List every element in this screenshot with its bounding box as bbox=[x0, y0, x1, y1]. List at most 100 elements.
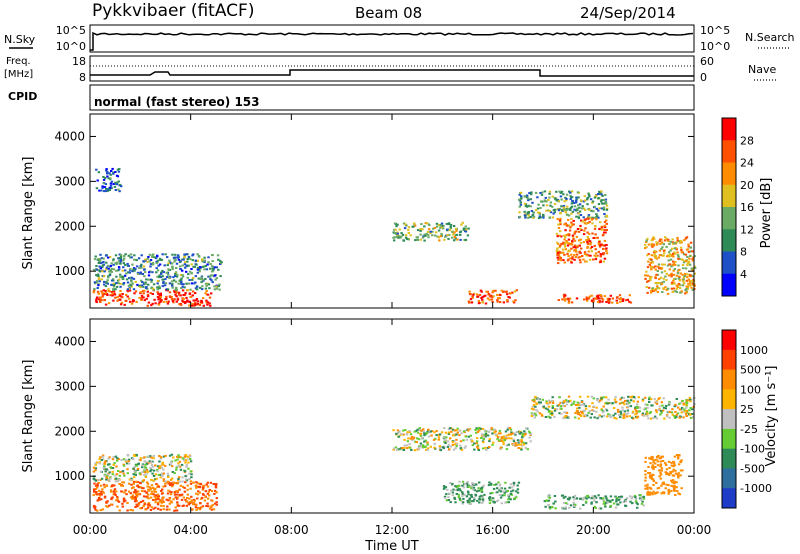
velocity-cell bbox=[587, 496, 590, 499]
power-cell bbox=[567, 218, 570, 221]
power-cell bbox=[560, 243, 563, 246]
power-cell bbox=[104, 291, 107, 294]
velocity-cell bbox=[130, 479, 133, 482]
power-cell bbox=[432, 227, 435, 230]
power-cell bbox=[586, 240, 589, 243]
power-cell bbox=[183, 263, 187, 266]
power-cell bbox=[562, 207, 565, 210]
power-cell bbox=[149, 278, 153, 281]
velocity-cell bbox=[187, 455, 190, 458]
velocity-cell bbox=[494, 491, 498, 494]
power-cell bbox=[219, 275, 222, 278]
velocity-cell bbox=[146, 506, 150, 509]
velocity-cell bbox=[467, 493, 470, 496]
velocity-cell bbox=[162, 508, 165, 511]
velocity-cell bbox=[135, 464, 138, 467]
velocity-cell bbox=[633, 494, 637, 497]
velocity-cell bbox=[472, 500, 475, 503]
velocity-cell bbox=[204, 496, 207, 499]
velocity-cell bbox=[106, 500, 109, 503]
power-cell bbox=[526, 205, 529, 208]
power-cell bbox=[564, 229, 567, 232]
velocity-cell bbox=[676, 412, 680, 415]
velocity-cell bbox=[679, 460, 682, 463]
velocity-cell bbox=[404, 429, 407, 431]
velocity-cell bbox=[99, 470, 103, 473]
power-cell bbox=[670, 254, 674, 257]
velocity-cell bbox=[178, 480, 181, 483]
power-cell bbox=[674, 261, 677, 263]
velocity-cell bbox=[668, 402, 671, 405]
velocity-cell bbox=[513, 432, 517, 435]
velocity-cell bbox=[160, 492, 164, 495]
velocity-cell bbox=[606, 402, 609, 405]
power-cell bbox=[608, 300, 611, 303]
velocity-cell bbox=[473, 489, 477, 492]
velocity-cell bbox=[640, 502, 644, 505]
power-cell bbox=[578, 203, 582, 206]
velocity-cell bbox=[618, 402, 622, 405]
velocity-cell bbox=[413, 449, 417, 452]
power-cell bbox=[447, 237, 450, 240]
velocity-cell bbox=[417, 448, 421, 451]
power-cell bbox=[128, 277, 131, 280]
power-cell bbox=[686, 262, 690, 265]
velocity-cell bbox=[207, 505, 210, 508]
power-cell bbox=[140, 254, 143, 257]
power-cell bbox=[97, 171, 101, 174]
power-cell bbox=[648, 277, 652, 280]
x-tick-label: 20:00 bbox=[576, 523, 611, 537]
power-cell bbox=[102, 182, 105, 185]
power-cell bbox=[142, 260, 145, 263]
velocity-cell bbox=[538, 402, 541, 405]
velocity-cell bbox=[654, 409, 658, 412]
velocity-cell bbox=[612, 414, 615, 417]
power-cell bbox=[155, 262, 158, 265]
power-cell bbox=[402, 222, 406, 225]
power-cell bbox=[173, 275, 177, 277]
velocity-cell bbox=[653, 415, 657, 418]
velocity-cell bbox=[670, 411, 674, 414]
velocity-cell bbox=[172, 456, 175, 459]
power-cell bbox=[143, 289, 146, 292]
velocity-cell bbox=[561, 494, 564, 497]
power-cell bbox=[686, 248, 690, 251]
power-cell bbox=[209, 267, 212, 270]
power-cell bbox=[105, 169, 108, 172]
power-cell bbox=[595, 213, 598, 216]
velocity-cell bbox=[665, 414, 669, 417]
velocity-cell bbox=[630, 497, 633, 500]
velocity-cell bbox=[462, 497, 465, 500]
velocity-cell bbox=[667, 492, 670, 495]
power-cell bbox=[685, 287, 688, 290]
power-cell bbox=[114, 262, 117, 265]
velocity-cell bbox=[466, 484, 470, 487]
velocity-cell bbox=[660, 467, 664, 470]
power-cell bbox=[421, 236, 425, 239]
power-cell bbox=[665, 272, 668, 275]
power-cell bbox=[571, 210, 575, 213]
velocity-cell bbox=[98, 462, 101, 465]
velocity-cell bbox=[451, 482, 454, 485]
velocity-cell bbox=[94, 479, 98, 482]
velocity-cell bbox=[189, 482, 193, 485]
power-cell bbox=[143, 271, 147, 274]
power-cell bbox=[674, 277, 677, 280]
velocity-cell bbox=[124, 459, 128, 462]
power-cell bbox=[551, 216, 555, 219]
power-cell bbox=[146, 295, 150, 298]
velocity-cell bbox=[180, 498, 184, 501]
velocity-cell bbox=[529, 440, 532, 443]
velocity-cell bbox=[173, 493, 177, 496]
power-cell bbox=[174, 253, 177, 256]
velocity-cell bbox=[94, 462, 97, 465]
velocity-cell bbox=[576, 413, 580, 415]
velocity-cell bbox=[600, 415, 604, 418]
power-cell bbox=[565, 199, 568, 202]
velocity-cell bbox=[542, 405, 545, 408]
power-cell bbox=[405, 237, 409, 240]
power-cell bbox=[691, 250, 694, 253]
power-cell bbox=[149, 263, 153, 266]
velocity-cell bbox=[201, 496, 204, 499]
power-cell bbox=[605, 229, 608, 231]
